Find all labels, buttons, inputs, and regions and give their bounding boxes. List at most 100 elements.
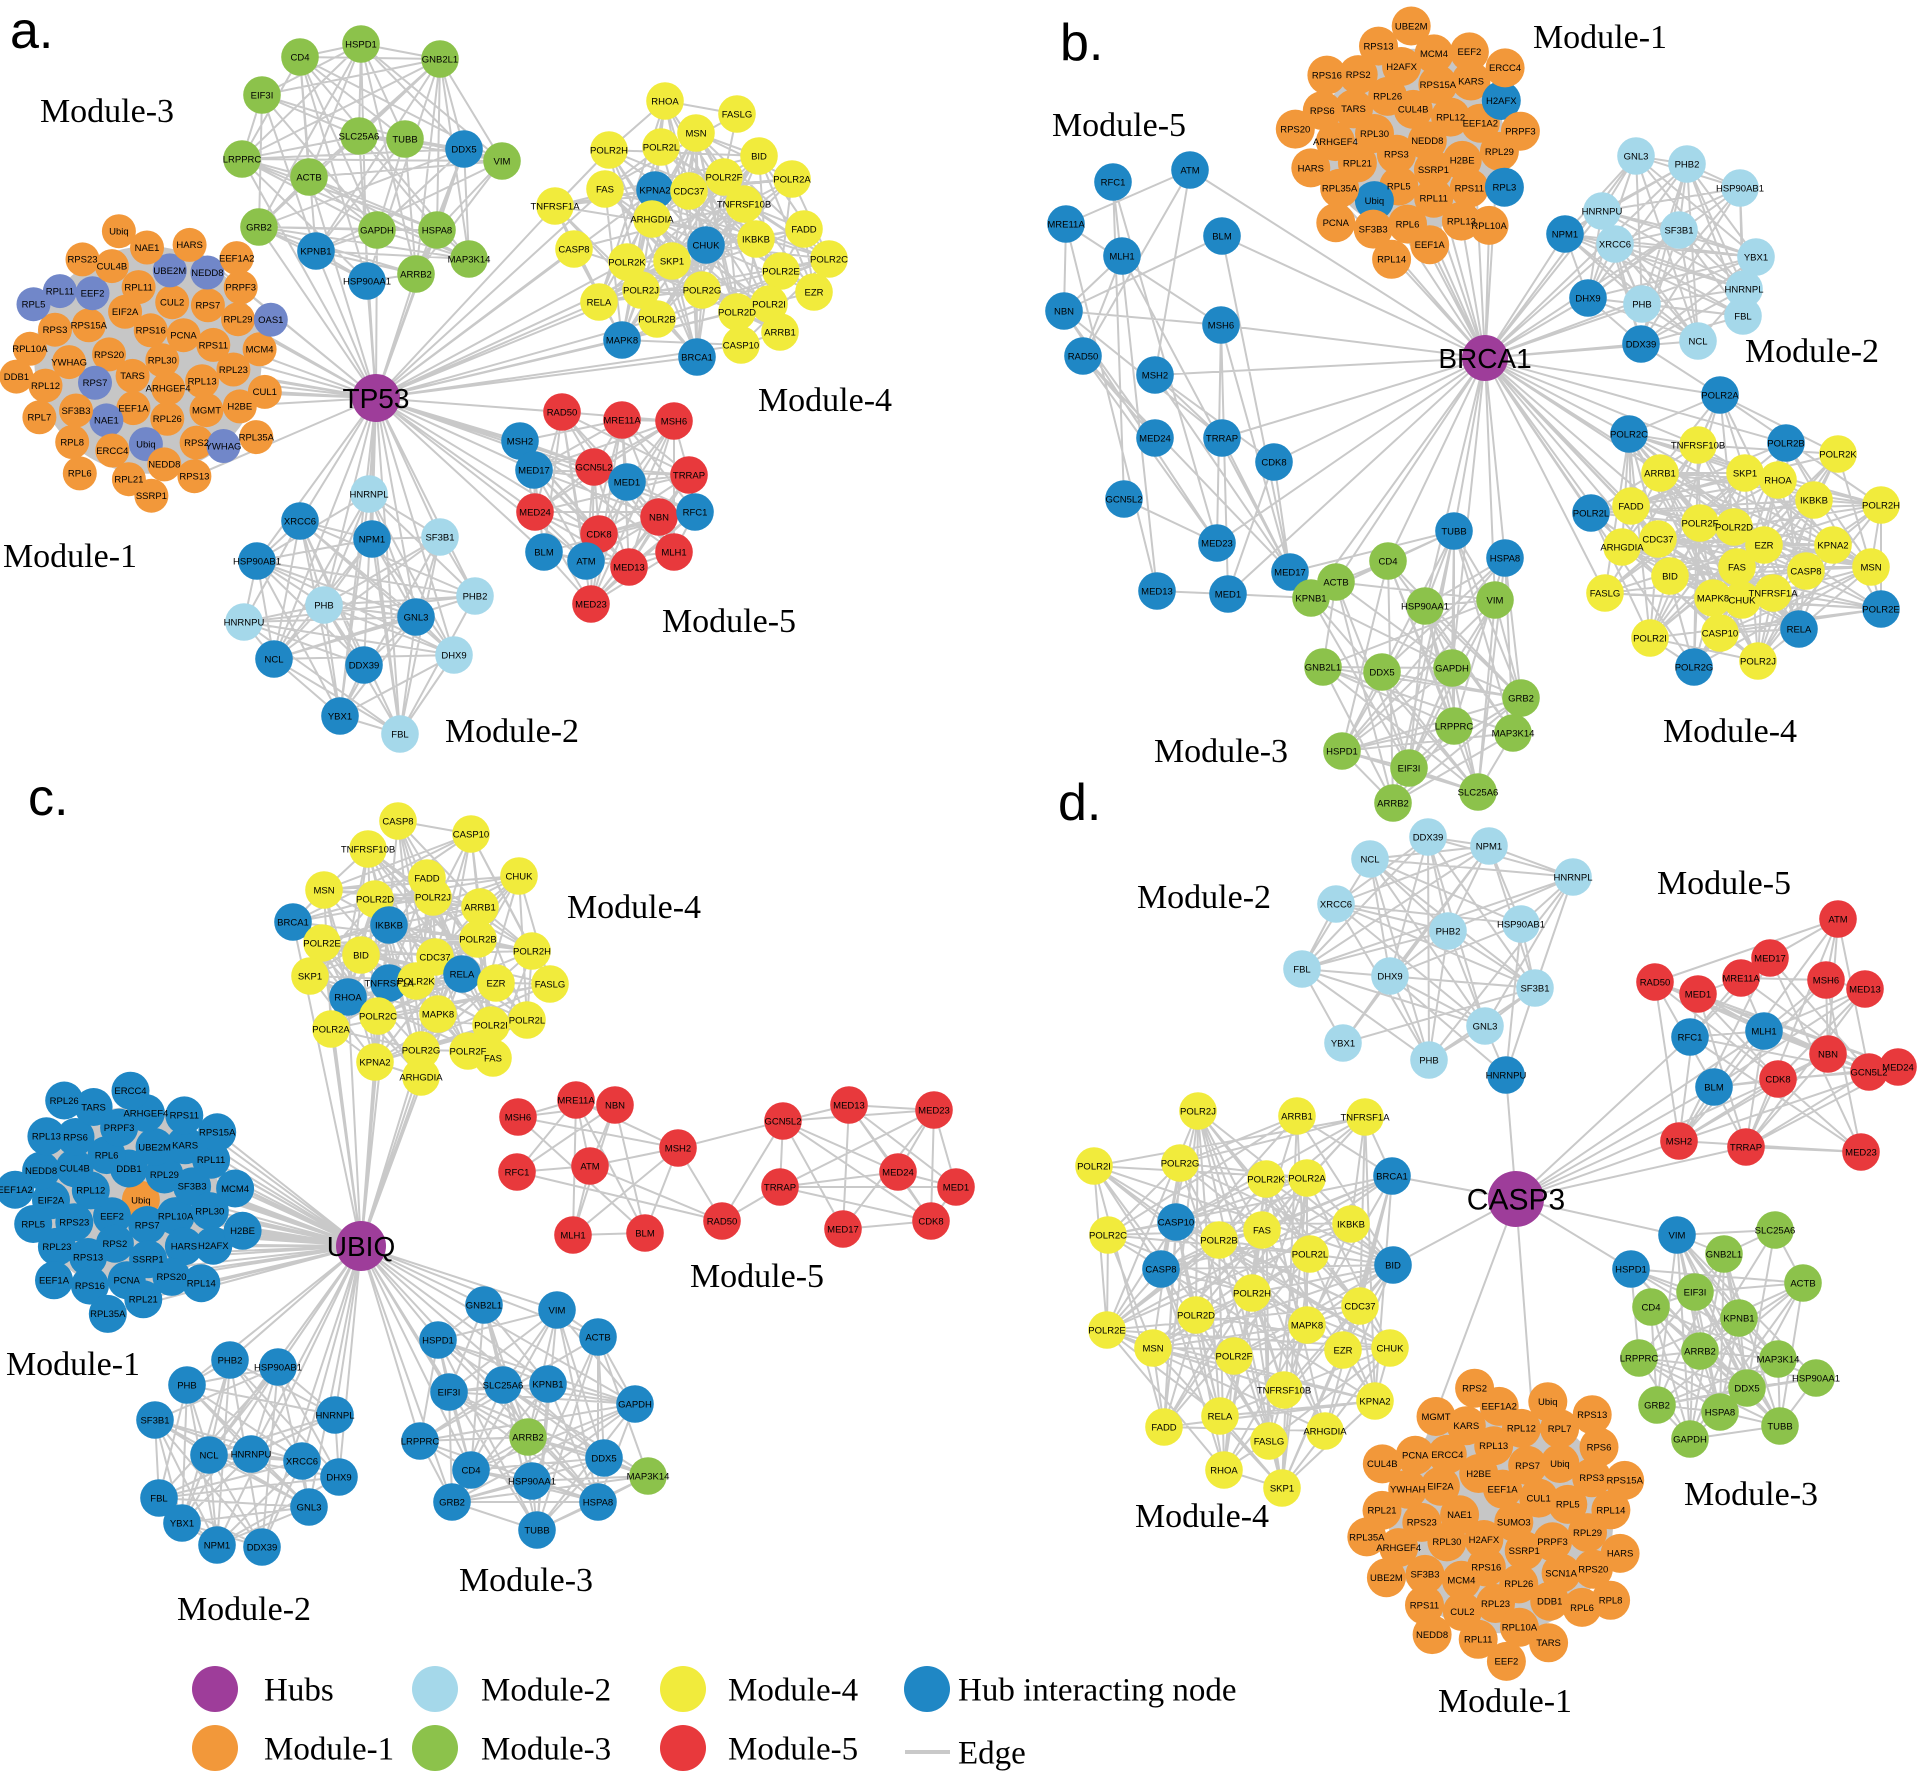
svg-text:UBE2M: UBE2M: [1395, 21, 1428, 32]
svg-text:CDC37: CDC37: [419, 952, 450, 963]
svg-text:KPNA2: KPNA2: [1359, 1396, 1390, 1407]
svg-text:RPL30: RPL30: [1432, 1537, 1461, 1548]
svg-text:LRPPRC: LRPPRC: [223, 154, 262, 165]
svg-text:VIM: VIM: [549, 1305, 566, 1316]
svg-text:LRPPRC: LRPPRC: [1620, 1353, 1659, 1364]
svg-text:CDC37: CDC37: [1344, 1301, 1375, 1312]
svg-text:ARHGEF4: ARHGEF4: [1313, 137, 1358, 148]
svg-text:H2BE: H2BE: [230, 1226, 255, 1237]
svg-text:RHOA: RHOA: [1764, 475, 1792, 486]
svg-text:MED24: MED24: [1139, 433, 1171, 444]
svg-text:EEF1A: EEF1A: [39, 1276, 70, 1287]
svg-text:RPS16: RPS16: [1471, 1562, 1501, 1573]
svg-text:POLR2J: POLR2J: [1180, 1106, 1216, 1117]
svg-text:POLR2B: POLR2B: [1200, 1235, 1238, 1246]
svg-text:Module-4: Module-4: [1663, 713, 1797, 750]
svg-text:POLR2C: POLR2C: [1089, 1230, 1127, 1241]
svg-text:TARS: TARS: [81, 1102, 106, 1113]
svg-text:RPL29: RPL29: [223, 315, 252, 326]
svg-text:RPL21: RPL21: [1367, 1506, 1396, 1517]
svg-text:RPS6: RPS6: [1587, 1442, 1612, 1453]
svg-text:PHB: PHB: [1419, 1055, 1439, 1066]
svg-text:EIF3I: EIF3I: [438, 1387, 461, 1398]
svg-text:FBL: FBL: [1293, 964, 1310, 975]
svg-text:IKBKB: IKBKB: [1337, 1219, 1365, 1230]
svg-text:RPL5: RPL5: [1387, 181, 1411, 192]
svg-text:RAD50: RAD50: [707, 1216, 738, 1227]
svg-text:GRB2: GRB2: [1644, 1400, 1670, 1411]
svg-text:ARHGDIA: ARHGDIA: [399, 1072, 443, 1083]
svg-text:HNRNPU: HNRNPU: [1582, 206, 1623, 217]
svg-text:RPS15A: RPS15A: [199, 1128, 236, 1139]
svg-text:CASP10: CASP10: [453, 829, 489, 840]
svg-text:CASP10: CASP10: [723, 340, 759, 351]
svg-text:HSP90AA1: HSP90AA1: [508, 1476, 556, 1487]
svg-text:HSPD1: HSPD1: [422, 1335, 454, 1346]
svg-text:Module-1: Module-1: [6, 1346, 140, 1383]
svg-text:MAP3K14: MAP3K14: [1757, 1354, 1800, 1365]
svg-text:RPL23: RPL23: [1481, 1599, 1510, 1610]
svg-text:ARRB1: ARRB1: [1644, 468, 1676, 479]
svg-text:EIF2A: EIF2A: [38, 1196, 65, 1207]
svg-text:RPL10A: RPL10A: [1471, 221, 1507, 232]
svg-text:LRPPRC: LRPPRC: [1435, 721, 1474, 732]
svg-text:Module-5: Module-5: [728, 1732, 858, 1768]
svg-text:RPL35A: RPL35A: [239, 433, 275, 444]
svg-text:UBE2M: UBE2M: [138, 1142, 171, 1153]
svg-text:HNRNPL: HNRNPL: [349, 489, 388, 500]
svg-text:NPM1: NPM1: [1552, 229, 1578, 240]
svg-text:NCL: NCL: [264, 654, 283, 665]
svg-text:MED23: MED23: [918, 1105, 950, 1116]
svg-text:RPL35A: RPL35A: [1322, 184, 1358, 195]
svg-text:Module-2: Module-2: [177, 1591, 311, 1628]
svg-text:Module-3: Module-3: [40, 93, 174, 130]
svg-text:SLC25A6: SLC25A6: [339, 131, 380, 142]
svg-text:DDX39: DDX39: [1626, 339, 1657, 350]
svg-text:LRPPRC: LRPPRC: [401, 1436, 440, 1447]
svg-text:POLR2E: POLR2E: [1862, 604, 1900, 615]
svg-text:TUBB: TUBB: [392, 134, 417, 145]
svg-text:CDK8: CDK8: [586, 529, 611, 540]
svg-text:FAS: FAS: [596, 184, 614, 195]
svg-text:BRCA1: BRCA1: [681, 352, 713, 363]
svg-text:RPL8: RPL8: [60, 437, 84, 448]
svg-text:MSH2: MSH2: [665, 1143, 691, 1154]
svg-text:HNRNPU: HNRNPU: [224, 617, 265, 628]
svg-text:Module-2: Module-2: [1745, 333, 1879, 370]
svg-text:Module-2: Module-2: [445, 713, 579, 750]
svg-text:d.: d.: [1058, 774, 1101, 832]
svg-text:RPS13: RPS13: [1577, 1410, 1607, 1421]
svg-text:MED17: MED17: [827, 1224, 859, 1235]
svg-text:FASLG: FASLG: [1254, 1436, 1285, 1447]
svg-text:SF3B1: SF3B1: [425, 532, 454, 543]
svg-text:EEF2: EEF2: [1458, 47, 1482, 58]
svg-text:NBN: NBN: [1054, 306, 1074, 317]
svg-text:POLR2K: POLR2K: [1819, 449, 1857, 460]
svg-text:ARHGDIA: ARHGDIA: [630, 214, 674, 225]
svg-text:RPL11: RPL11: [46, 287, 74, 298]
svg-text:MCM4: MCM4: [1447, 1576, 1475, 1587]
svg-text:GAPDH: GAPDH: [360, 225, 394, 236]
svg-text:KPNA2: KPNA2: [639, 185, 670, 196]
svg-text:EIF3I: EIF3I: [1684, 1287, 1707, 1298]
svg-text:NEDD8: NEDD8: [1411, 136, 1443, 147]
svg-text:PHB2: PHB2: [218, 1355, 243, 1366]
svg-text:ARRB2: ARRB2: [512, 1432, 544, 1443]
svg-text:ERCC4: ERCC4: [1431, 1450, 1463, 1461]
svg-text:RPS20: RPS20: [1578, 1565, 1608, 1576]
svg-text:H2AFX: H2AFX: [1386, 62, 1417, 73]
svg-text:GNB2L1: GNB2L1: [1706, 1249, 1742, 1260]
svg-text:CHUK: CHUK: [506, 871, 534, 882]
svg-text:EEF1A2: EEF1A2: [1482, 1402, 1517, 1413]
svg-text:ATM: ATM: [1180, 165, 1199, 176]
svg-text:ATM: ATM: [1828, 914, 1847, 925]
svg-text:RPL21: RPL21: [1343, 158, 1372, 169]
svg-text:RPS16: RPS16: [75, 1281, 105, 1292]
svg-text:POLR2G: POLR2G: [1161, 1158, 1200, 1169]
svg-text:UBE2M: UBE2M: [153, 266, 186, 277]
svg-text:GRB2: GRB2: [246, 222, 272, 233]
svg-text:BLM: BLM: [1704, 1082, 1724, 1093]
svg-text:Module-3: Module-3: [459, 1562, 593, 1599]
svg-text:SLC25A6: SLC25A6: [1458, 787, 1499, 798]
svg-text:RPL23: RPL23: [219, 365, 248, 376]
